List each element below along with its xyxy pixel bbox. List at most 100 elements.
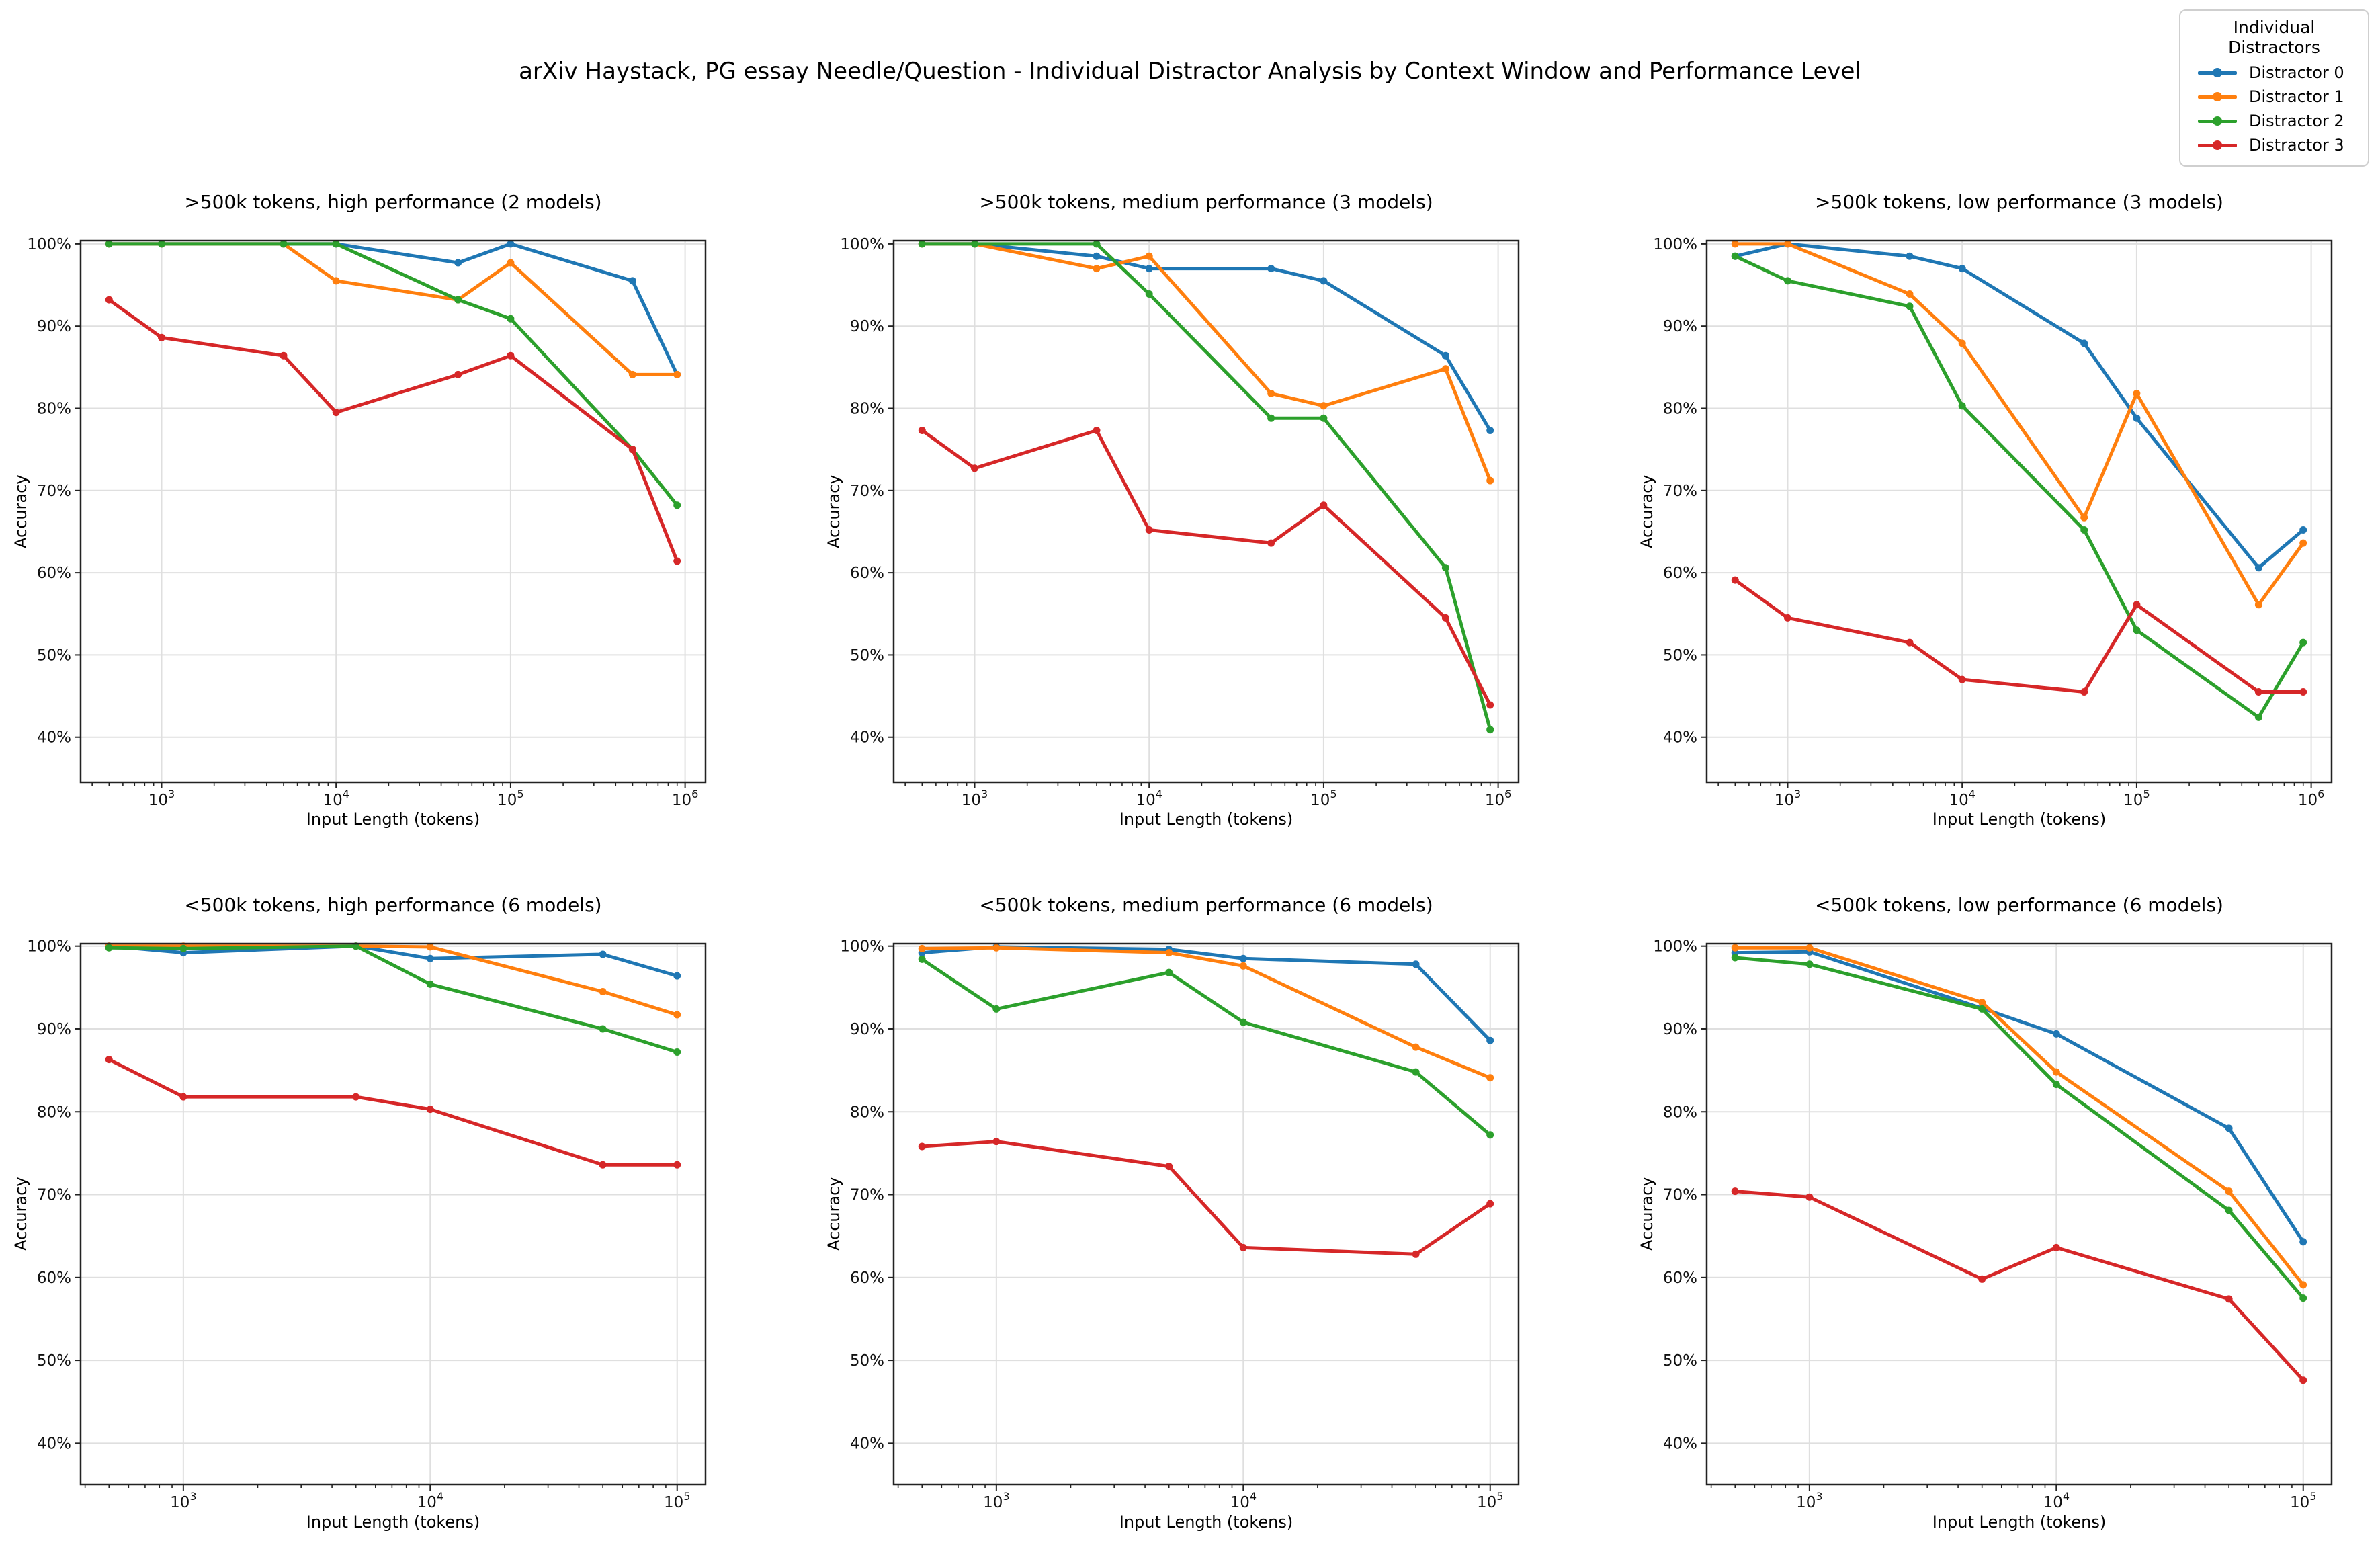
series-distractor-1 (105, 240, 681, 378)
legend-item-distractor-3: Distractor 3 (2187, 133, 2361, 157)
y-tick-label: 80% (37, 1103, 71, 1121)
legend-item-label: Distractor 0 (2249, 63, 2344, 82)
legend-marker-dot-icon (2213, 140, 2222, 150)
series-distractor-1 (918, 240, 1494, 485)
legend-item-label: Distractor 3 (2249, 136, 2344, 155)
y-tick-label: 90% (1663, 318, 1697, 335)
series-distractor-1 (1731, 944, 2307, 1289)
x-axis-label: Input Length (tokens) (1119, 810, 1293, 829)
series-distractor-0 (1731, 240, 2307, 572)
axis-ticks: 103 104 105 40% 50% 60% 70% 80% 90% 100% (840, 938, 1503, 1511)
y-tick-label: 80% (850, 401, 884, 418)
y-tick-label: 90% (37, 1021, 71, 1038)
x-tick-label: 104 (417, 1490, 443, 1511)
series-distractor-2 (105, 942, 681, 1056)
plot-canvas: 103 104 105 106 40% 50% 60% 70% 80% 90% 100% (1653, 236, 2333, 809)
x-tick-label: 106 (672, 788, 698, 809)
y-tick-label: 40% (850, 1435, 884, 1452)
subplot-title: <500k tokens, medium performance (6 mode… (979, 894, 1433, 916)
legend-line-sample-icon (2198, 140, 2237, 150)
series-distractor-3 (918, 1138, 1494, 1258)
x-axis-label: Input Length (tokens) (1119, 1513, 1293, 1532)
y-tick-label: 90% (850, 1021, 884, 1038)
x-tick-label: 105 (1310, 788, 1336, 809)
gridlines (1707, 944, 2332, 1485)
plot-canvas: 103 104 105 106 40% 50% 60% 70% 80% 90% 100% (840, 236, 1520, 809)
x-tick-label: 103 (1796, 1490, 1822, 1511)
series-distractor-3 (1731, 1187, 2307, 1384)
plot-canvas: 103 104 105 40% 50% 60% 70% 80% 90% 100% (1653, 938, 2333, 1511)
legend-item-label: Distractor 2 (2249, 112, 2344, 130)
y-tick-label: 40% (37, 729, 71, 747)
series-distractor-3 (105, 296, 681, 565)
subplot-bottom-middle: <500k tokens, medium performance (6 mode… (813, 878, 1556, 1543)
plot-canvas: 103 104 105 40% 50% 60% 70% 80% 90% 100% (27, 938, 707, 1511)
series-distractor-2 (918, 955, 1494, 1139)
subplot-title: <500k tokens, low performance (6 models) (1815, 894, 2223, 916)
gridlines (81, 241, 706, 782)
x-tick-label: 103 (148, 788, 175, 809)
y-tick-label: 50% (850, 1352, 884, 1370)
y-tick-label: 70% (37, 1187, 71, 1204)
legend-item-distractor-2: Distractor 2 (2187, 109, 2361, 133)
series-distractor-2 (1731, 252, 2307, 721)
axes-spines (79, 942, 707, 1486)
subplot-title: <500k tokens, high performance (6 models… (184, 894, 602, 916)
legend-item-distractor-1: Distractor 1 (2187, 85, 2361, 109)
y-tick-label: 60% (1663, 565, 1697, 582)
subplot-top-right: >500k tokens, low performance (3 models)… (1626, 175, 2369, 847)
y-tick-label: 40% (850, 729, 884, 747)
y-tick-label: 50% (37, 1352, 71, 1370)
x-tick-label: 105 (497, 788, 523, 809)
series-distractor-3 (918, 427, 1494, 709)
axes-spines (1705, 239, 2333, 784)
subplot-top-middle: >500k tokens, medium performance (3 mode… (813, 175, 1556, 847)
y-tick-label: 100% (840, 938, 884, 956)
y-tick-label: 80% (850, 1103, 884, 1121)
x-tick-label: 106 (1485, 788, 1511, 809)
series-distractor-0 (105, 240, 681, 378)
y-tick-label: 70% (850, 483, 884, 500)
y-tick-label: 70% (1663, 483, 1697, 500)
y-tick-label: 40% (1663, 1435, 1697, 1452)
legend-marker-dot-icon (2213, 92, 2222, 101)
subplot-title: >500k tokens, low performance (3 models) (1815, 191, 2223, 213)
y-tick-label: 70% (850, 1187, 884, 1204)
legend-line-sample-icon (2198, 116, 2237, 126)
series-distractor-1 (918, 944, 1494, 1082)
x-tick-label: 105 (1477, 1490, 1503, 1511)
y-tick-label: 60% (37, 1269, 71, 1287)
y-tick-label: 60% (850, 1269, 884, 1287)
y-tick-label: 80% (1663, 1103, 1697, 1121)
x-tick-label: 106 (2298, 788, 2324, 809)
y-tick-label: 50% (1663, 647, 1697, 664)
y-tick-label: 40% (1663, 729, 1697, 747)
x-tick-label: 104 (323, 788, 349, 809)
axes-spines (1705, 942, 2333, 1486)
x-tick-label: 104 (1949, 788, 1975, 809)
axes-spines (79, 239, 707, 784)
legend-item-distractor-0: Distractor 0 (2187, 60, 2361, 85)
series-distractor-1 (1731, 240, 2307, 609)
x-tick-label: 104 (1136, 788, 1162, 809)
x-axis-label: Input Length (tokens) (1932, 810, 2107, 829)
plot-canvas: 103 104 105 106 40% 50% 60% 70% 80% 90% 100% (27, 236, 707, 809)
legend-marker-dot-icon (2213, 116, 2222, 126)
y-tick-label: 100% (840, 236, 884, 253)
y-tick-label: 100% (1653, 938, 1697, 956)
x-axis-label: Input Length (tokens) (1932, 1513, 2107, 1532)
series-distractor-3 (1731, 576, 2307, 696)
y-tick-label: 90% (850, 318, 884, 335)
gridlines (894, 944, 1519, 1485)
series-distractor-2 (1731, 954, 2307, 1302)
legend-line-sample-icon (2198, 68, 2237, 77)
x-tick-label: 105 (2290, 1490, 2316, 1511)
y-tick-label: 90% (1663, 1021, 1697, 1038)
axis-ticks: 103 104 105 106 40% 50% 60% 70% 80% 90% 100% (27, 236, 698, 809)
axis-ticks: 103 104 105 106 40% 50% 60% 70% 80% 90% 100% (1653, 236, 2324, 809)
axis-ticks: 103 104 105 106 40% 50% 60% 70% 80% 90% 100% (840, 236, 1511, 809)
series-distractor-3 (105, 1056, 681, 1169)
gridlines (1707, 241, 2332, 782)
figure-title: arXiv Haystack, PG essay Needle/Question… (519, 58, 1861, 85)
y-tick-label: 100% (1653, 236, 1697, 253)
